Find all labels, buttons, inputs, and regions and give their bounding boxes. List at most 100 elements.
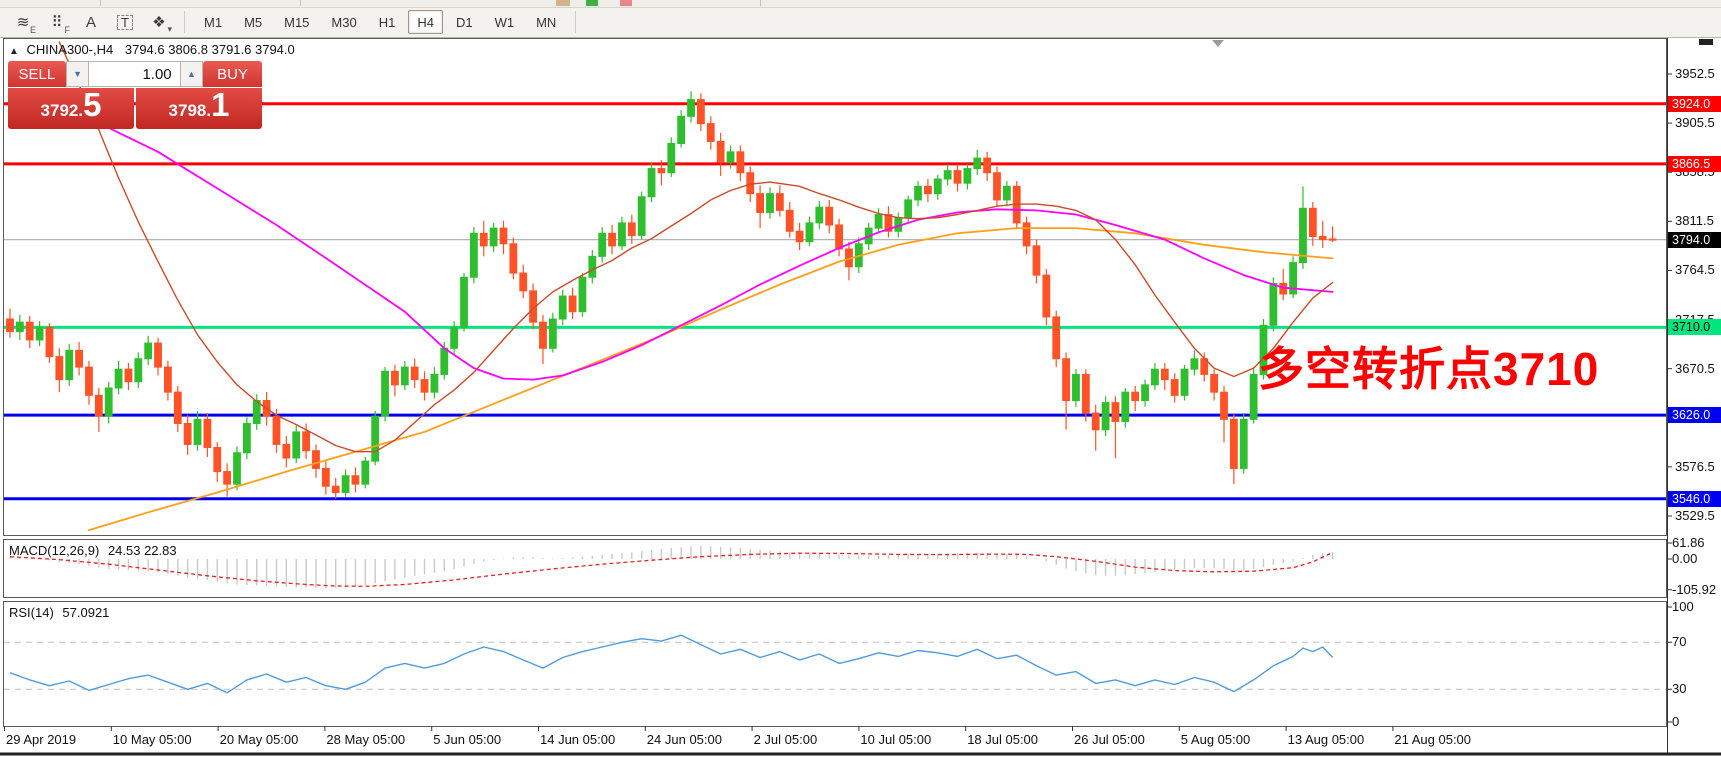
date-label: 18 Jul 05:00 [967,732,1039,747]
buy-button[interactable]: BUY [203,61,262,87]
date-label: 2 Jul 05:00 [753,732,818,747]
axis-tick-label: 3764.5 [1675,262,1715,278]
toolbar: ≋ E ⠿ F A T ❖ ▾ M1 M5 M15 M30 H1 H4 D1 W1 MN [0,0,1721,38]
date-label: 14 Jun 05:00 [540,732,616,747]
chart-annotation-text: 多空转折点3710 [1258,343,1600,395]
date-label: 13 Aug 05:00 [1287,732,1365,747]
rsi-panel[interactable] [3,601,1667,727]
toolbar-separator [575,11,577,33]
moving-average-line [88,227,1334,531]
axis-tick-label: 3905.5 [1675,115,1715,131]
buy-price-dot: . [206,101,212,120]
volume-decrease-button[interactable]: ▼ [65,61,90,87]
date-label: 29 Apr 2019 [6,732,77,747]
sell-price-dot: . [78,101,84,120]
toolbar-divider [100,0,101,6]
date-label: 10 May 05:00 [112,732,192,747]
date-label: 10 Jul 05:00 [860,732,932,747]
moving-average-line [107,126,1334,381]
macd-panel[interactable] [3,539,1667,598]
axis-tick-label: 100 [1672,599,1694,614]
price-badge: 3924.0 [1668,95,1721,112]
buy-price-display[interactable]: 3798. 1 [136,88,262,129]
shapes-tool[interactable]: ❖ ▾ [152,14,172,34]
text-tool[interactable]: T [111,9,139,35]
macd-name: MACD(12,26,9) [9,543,100,558]
date-label: 20 May 05:00 [219,732,299,747]
toolbar-overflow-row [0,0,1721,8]
sell-price-display[interactable]: 3792. 5 [8,88,134,129]
axis-tick-label: 0.00 [1672,551,1698,566]
timeframe-button-m5[interactable]: M5 [244,14,263,30]
axis-tick-label: 70 [1672,634,1687,650]
main-chart-plot[interactable] [4,41,1666,531]
price-badge: 3710.0 [1668,319,1721,336]
date-label: 28 May 05:00 [326,732,406,747]
price-badge: 3546.0 [1668,490,1721,507]
date-label: 24 Jun 05:00 [646,732,722,747]
moving-average-line [58,41,1334,453]
volume-input[interactable]: 1.00 [89,61,180,87]
timeframe-button-d1[interactable]: D1 [455,14,473,30]
chart-scrollbar-thumb[interactable] [1699,39,1713,45]
chart-title: ▲ CHINA300-,H4 3794.6 3806.8 3791.6 3794… [9,42,295,57]
price-badge: 3626.0 [1668,407,1721,424]
clipped-toolbar-icon [556,0,570,6]
buy-price-main: 3798 [168,101,207,120]
chart-shift-marker-icon[interactable] [1212,40,1224,47]
timeframe-button-h4[interactable]: H4 [408,10,443,34]
timeframe-button-m30[interactable]: M30 [331,14,357,30]
date-label: 5 Jun 05:00 [433,732,502,747]
axis-tick-label: 3811.5 [1675,213,1714,229]
toolbar-separator [184,11,185,33]
volume-increase-button[interactable]: ▲ [179,61,204,87]
sell-price-pips: 5 [83,86,102,123]
axis-tick-label: 3529.5 [1675,507,1715,523]
symbol-timeframe: CHINA300-,H4 [26,42,114,57]
rsi-line [9,634,1334,694]
axis-tick-label: 30 [1672,681,1687,697]
rsi-values: 57.0921 [62,605,110,620]
sell-button[interactable]: SELL [8,61,66,87]
axis-tick-label: 3670.5 [1675,360,1715,376]
timeframe-button-m15[interactable]: M15 [284,14,310,30]
macd-values: 24.53 22.83 [107,543,177,558]
timeframe-button-w1[interactable]: W1 [494,14,515,30]
timeframe-toolbar: M1 M5 M15 M30 H1 H4 D1 W1 MN [193,10,567,34]
toolbar-divider [300,0,301,6]
rsi-label: RSI(14) 57.0921 [9,605,109,620]
axis-tick-label: -105.92 [1672,581,1717,597]
fibonacci-tool[interactable]: ⠿ F [51,14,71,35]
rsi-plot [4,634,1666,694]
clipped-toolbar-icon [620,0,632,6]
price-badge: 3866.5 [1668,155,1721,172]
date-label: 26 Jul 05:00 [1074,732,1145,747]
rsi-name: RSI(14) [9,605,54,620]
date-label: 5 Aug 05:00 [1180,732,1251,747]
main-chart-panel[interactable] [3,38,1667,536]
macd-plot [9,545,1334,588]
date-label: 21 Aug 05:00 [1394,732,1472,747]
candlestick-series [6,91,1337,499]
axis-tick-label: 61.86 [1672,535,1705,550]
drawing-tools-group: ≋ E ⠿ F A T ❖ ▾ [6,9,176,36]
collapse-arrow-icon[interactable]: ▲ [9,46,19,57]
axis-tick-label: 3576.5 [1675,458,1715,474]
current-price-badge: 3794.0 [1668,231,1721,248]
axis-tick-label: 0 [1672,714,1680,729]
equidistant-channel-tool[interactable]: ≋ E [16,14,36,35]
one-click-trading-panel: SELL ▼ 1.00 ▲ BUY 3792. 5 3798. 1 [8,61,262,129]
sell-price-main: 3792 [40,101,79,120]
clipped-toolbar-icon [586,0,598,6]
axis-tick-label: 3952.5 [1675,66,1715,81]
text-label-tool[interactable]: A [85,13,96,31]
toolbar-divider [760,0,761,6]
timeframe-button-h1[interactable]: H1 [378,14,396,30]
buy-price-pips: 1 [211,86,230,123]
timeframe-button-mn[interactable]: MN [536,14,557,30]
timeframe-button-m1[interactable]: M1 [204,14,223,30]
macd-label: MACD(12,26,9) 24.53 22.83 [9,543,177,558]
ohlc-readout: 3794.6 3806.8 3791.6 3794.0 [124,42,295,57]
